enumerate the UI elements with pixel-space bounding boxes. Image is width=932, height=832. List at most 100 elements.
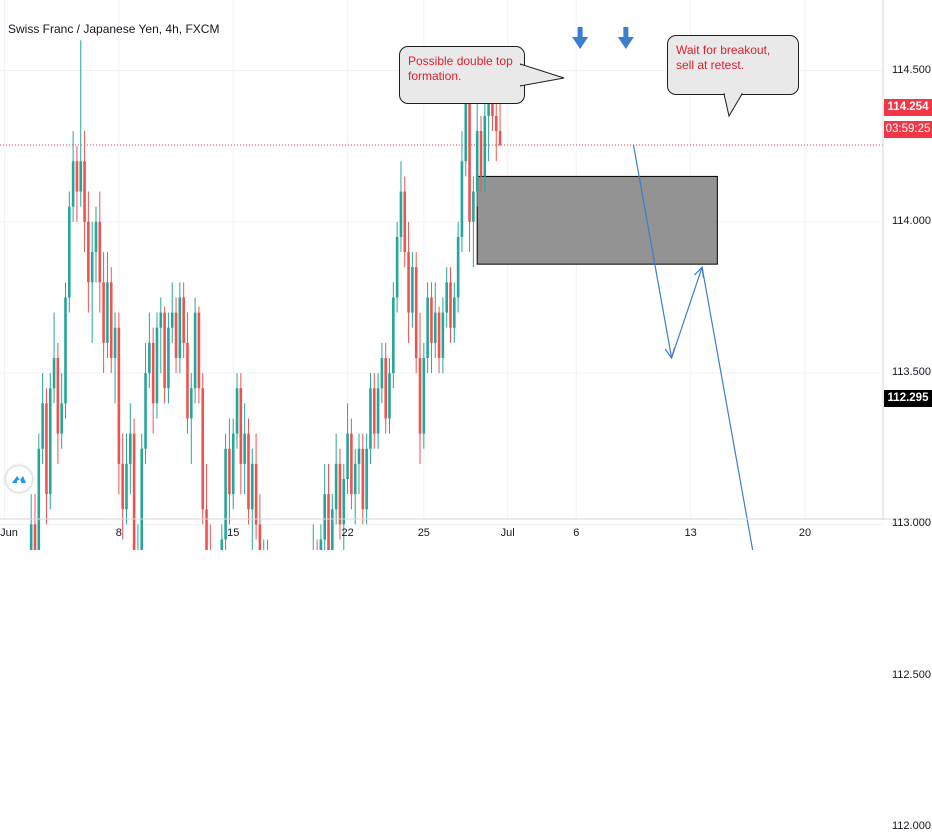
candle-body: [342, 479, 346, 525]
candle-body: [426, 297, 429, 358]
candle-body: [350, 433, 353, 495]
down-arrow-icon: [617, 27, 634, 49]
candle-body: [48, 388, 52, 495]
callout-breakout-text: Wait for breakout, sell at retest.: [676, 43, 771, 72]
candle: [376, 373, 380, 449]
tradingview-logo[interactable]: [6, 466, 32, 492]
candle-body: [498, 131, 502, 145]
price-tick-label: 114.000: [892, 214, 931, 227]
candle: [37, 433, 41, 550]
candle: [258, 494, 262, 550]
candle-body: [361, 448, 365, 510]
candle: [479, 115, 483, 192]
time-tick-label: Jul: [500, 527, 515, 539]
candle: [392, 282, 395, 389]
candle: [167, 312, 170, 404]
candle: [430, 282, 433, 374]
resistance-zone[interactable]: [476, 175, 718, 265]
candle: [338, 448, 342, 540]
candle-body: [346, 433, 349, 480]
candle: [137, 524, 139, 550]
candle-body: [327, 494, 330, 550]
candle-body: [437, 312, 441, 358]
candle-body: [83, 161, 86, 222]
candle-body: [79, 161, 83, 192]
candle: [312, 524, 314, 550]
candle: [353, 448, 357, 525]
candle-body: [323, 494, 327, 540]
candle: [193, 297, 197, 404]
candle: [182, 282, 185, 358]
projection-arrows[interactable]: [632, 144, 788, 550]
candle: [254, 433, 258, 540]
candle: [163, 306, 166, 404]
time-tick-label: 22: [341, 527, 354, 539]
candle-body: [464, 85, 468, 162]
candle-body: [75, 161, 79, 192]
candle: [45, 388, 48, 525]
price-tick-label: 112.500: [892, 668, 931, 681]
candle: [369, 373, 372, 464]
candle-body: [90, 252, 94, 283]
candle-body: [445, 282, 448, 313]
candle-body: [37, 448, 41, 550]
candle-body: [372, 388, 376, 434]
down-arrow-shaft: [623, 27, 629, 38]
time-tick-label: 20: [798, 527, 812, 539]
candle: [29, 494, 33, 550]
candle: [220, 524, 224, 550]
candle-body: [460, 161, 464, 237]
down-arrow-icon: [572, 27, 589, 49]
candle-body: [430, 297, 433, 343]
candle-body: [483, 115, 487, 177]
candle-body: [140, 448, 144, 550]
candle: [460, 131, 464, 253]
candle: [250, 448, 254, 550]
candle: [456, 221, 460, 313]
candle-body: [468, 85, 471, 222]
candle-body: [456, 236, 460, 298]
candle-body: [491, 100, 494, 116]
candle-body: [418, 357, 422, 434]
candle: [117, 312, 121, 495]
candle-body: [228, 448, 231, 495]
candle-body: [453, 297, 456, 328]
target-level-tag: 112.295: [884, 390, 932, 407]
candle-body: [220, 539, 224, 550]
candle: [98, 191, 102, 313]
candle-body: [384, 357, 387, 419]
down-markers: [572, 27, 634, 49]
candle: [174, 297, 178, 374]
candle-body: [334, 463, 338, 510]
candle-body: [254, 463, 258, 525]
callout-double-top[interactable]: Possible double top formation.: [399, 46, 525, 104]
candle: [87, 191, 90, 313]
arrow-head: [664, 347, 676, 360]
candle-body: [41, 403, 44, 449]
callout-breakout[interactable]: Wait for breakout, sell at retest.: [667, 35, 799, 95]
candle: [411, 252, 414, 328]
candle: [170, 282, 174, 343]
candle: [68, 191, 71, 313]
candle: [247, 418, 250, 525]
candle-body: [87, 221, 90, 283]
candle: [422, 342, 426, 449]
candle-body: [197, 312, 201, 389]
candle: [201, 373, 205, 525]
candle-body: [411, 267, 414, 313]
candle: [334, 433, 338, 525]
candle: [433, 282, 437, 358]
projection-path[interactable]: [632, 144, 785, 550]
candle: [106, 252, 109, 358]
candle: [79, 40, 83, 207]
candle: [346, 403, 349, 495]
candle: [388, 357, 391, 434]
candle: [441, 297, 445, 374]
candle: [189, 373, 193, 464]
candle: [239, 373, 243, 495]
candle-body: [449, 282, 452, 328]
candle-body: [148, 342, 151, 374]
candle-body: [155, 327, 159, 404]
candle-body: [331, 509, 334, 550]
candle-body: [407, 252, 410, 313]
